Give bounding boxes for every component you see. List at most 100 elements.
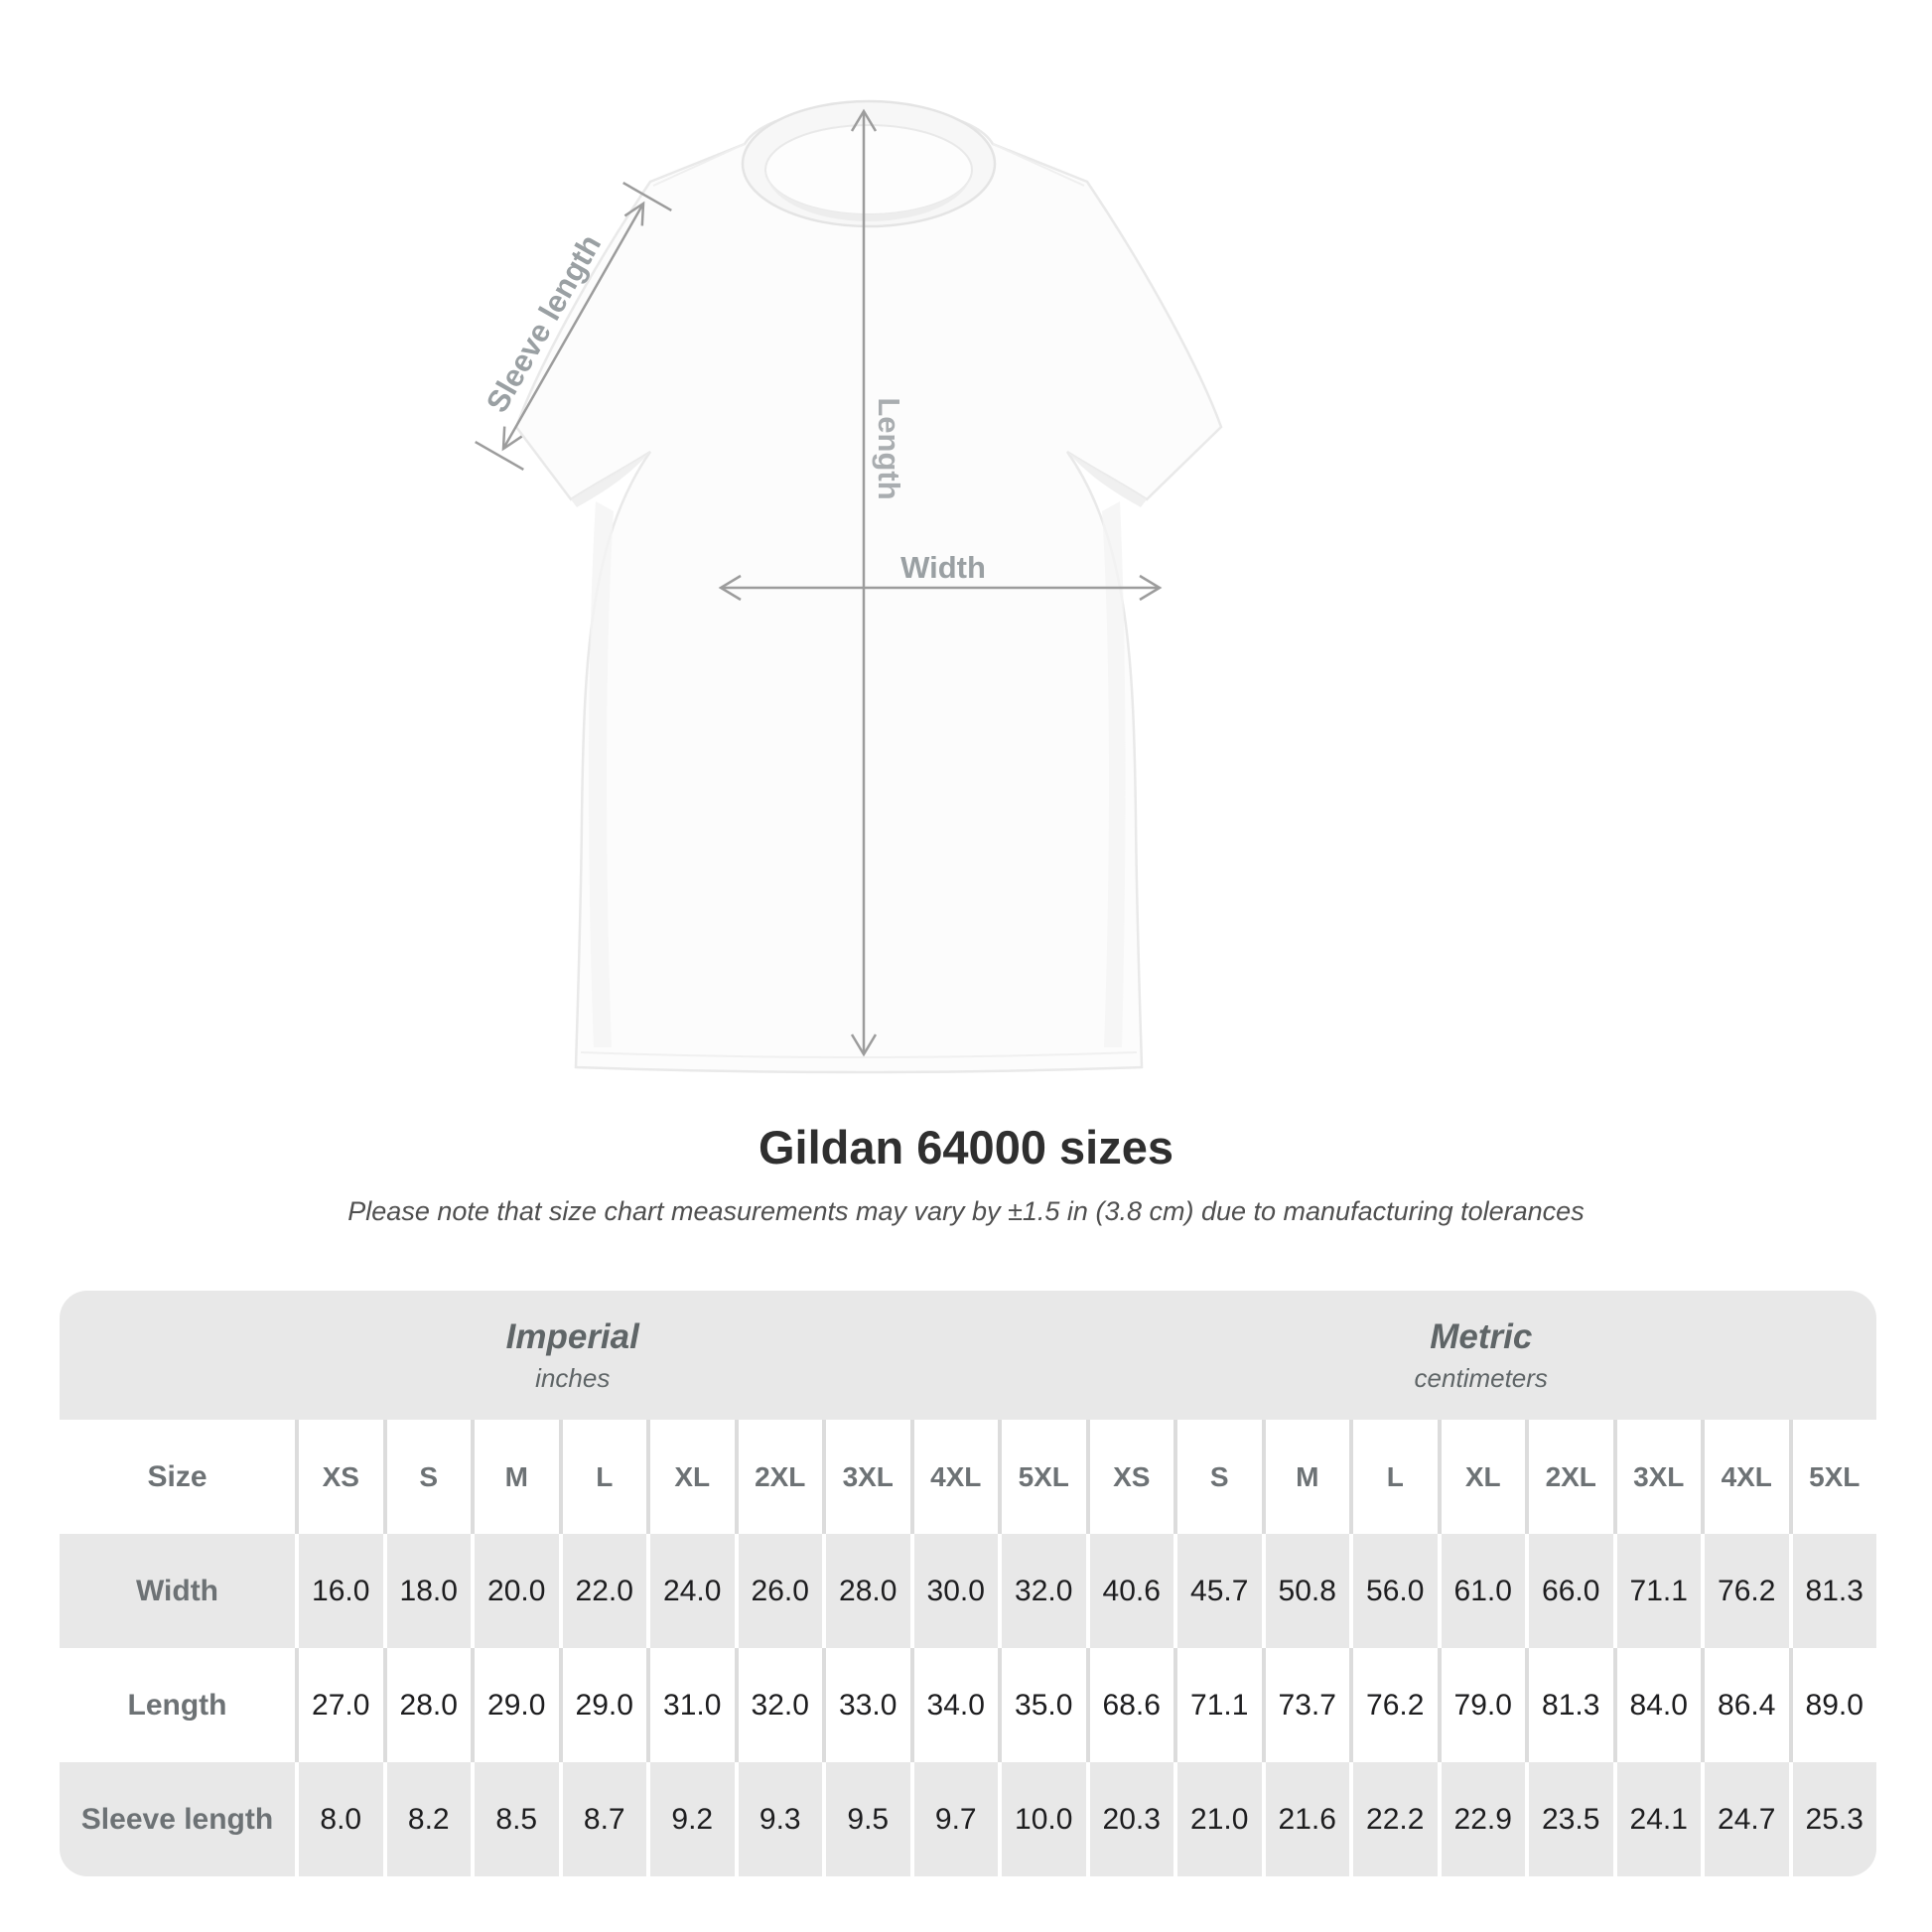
size-col-header: 2XL (1529, 1420, 1613, 1534)
measurement-value: 76.2 (1353, 1648, 1438, 1762)
table-row-width: Width 16.0 18.0 20.0 22.0 24.0 26.0 28.0… (60, 1534, 1876, 1648)
tshirt-diagram (437, 74, 1291, 1097)
measurement-value: 71.1 (1616, 1534, 1701, 1648)
measurement-value: 89.0 (1792, 1648, 1876, 1762)
width-label: Width (900, 550, 986, 585)
unit-header-metric: Metric centimeters (1086, 1291, 1877, 1420)
length-dimension-arrow (850, 108, 878, 1057)
measurement-value: 28.0 (386, 1648, 471, 1762)
measurement-value: 24.0 (650, 1534, 735, 1648)
measurement-value: 20.0 (475, 1534, 559, 1648)
measurement-value: 18.0 (386, 1534, 471, 1648)
measurement-value: 8.2 (386, 1762, 471, 1876)
size-col-header: M (475, 1420, 559, 1534)
tshirt-underarm-shadow-right (1067, 452, 1147, 507)
measurement-value: 10.0 (1002, 1762, 1086, 1876)
measurement-value: 9.3 (738, 1762, 822, 1876)
measurement-value: 9.7 (913, 1762, 998, 1876)
unit-sub-metric: centimeters (1414, 1362, 1548, 1393)
measurement-value: 30.0 (913, 1534, 998, 1648)
unit-name-imperial: Imperial (505, 1316, 639, 1356)
size-col-header: S (1177, 1420, 1262, 1534)
sleeve-length-dimension-arrow (475, 182, 672, 471)
tshirt-collar-inner (764, 124, 973, 215)
tshirt-underarm-shadow-left (571, 452, 650, 507)
measurement-value: 84.0 (1616, 1648, 1701, 1762)
unit-sub-imperial: inches (535, 1362, 611, 1393)
measurement-value: 8.5 (475, 1762, 559, 1876)
measurement-value: 31.0 (650, 1648, 735, 1762)
measurement-value: 79.0 (1441, 1648, 1525, 1762)
size-col-header: 2XL (738, 1420, 822, 1534)
measurement-value: 40.6 (1089, 1534, 1173, 1648)
size-col-header: 5XL (1792, 1420, 1876, 1534)
size-col-header: L (1353, 1420, 1438, 1534)
tshirt-collar-shadow (765, 170, 972, 221)
row-label: Width (60, 1534, 295, 1648)
row-label: Length (60, 1648, 295, 1762)
size-col-header: XL (650, 1420, 735, 1534)
measurement-value: 22.0 (562, 1534, 646, 1648)
table-row-length: Length 27.0 28.0 29.0 29.0 31.0 32.0 33.… (60, 1648, 1876, 1762)
size-row-label: Size (60, 1420, 295, 1534)
measurement-value: 29.0 (475, 1648, 559, 1762)
measurement-value: 21.0 (1177, 1762, 1262, 1876)
tshirt-image (475, 99, 1223, 1074)
measurement-value: 71.1 (1177, 1648, 1262, 1762)
size-col-header: XS (1089, 1420, 1173, 1534)
measurement-value: 81.3 (1792, 1534, 1876, 1648)
page-title: Gildan 64000 sizes (758, 1121, 1174, 1173)
measurement-value: 28.0 (826, 1534, 910, 1648)
size-header-row: Size XS S M L XL 2XL 3XL 4XL 5XL XS S M … (60, 1420, 1876, 1534)
row-label: Sleeve length (60, 1762, 295, 1876)
measurement-value: 81.3 (1529, 1648, 1613, 1762)
measurement-value: 9.5 (826, 1762, 910, 1876)
page-subtitle: Please note that size chart measurements… (347, 1196, 1585, 1226)
measurement-value: 34.0 (913, 1648, 998, 1762)
measurement-value: 21.6 (1265, 1762, 1349, 1876)
measurement-value: 56.0 (1353, 1534, 1438, 1648)
size-col-header: 5XL (1002, 1420, 1086, 1534)
tshirt-shading-right (1102, 501, 1126, 1047)
tshirt-shading-left (589, 501, 614, 1047)
size-col-header: S (386, 1420, 471, 1534)
measurement-value: 61.0 (1441, 1534, 1525, 1648)
measurement-value: 32.0 (738, 1648, 822, 1762)
measurement-value: 9.2 (650, 1762, 735, 1876)
size-table: Imperial inches Metric centimeters Size … (60, 1291, 1876, 1876)
size-col-header: XL (1441, 1420, 1525, 1534)
size-col-header: 4XL (913, 1420, 998, 1534)
measurement-value: 24.7 (1705, 1762, 1789, 1876)
tshirt-seam-left (652, 143, 746, 187)
measurement-value: 22.2 (1353, 1762, 1438, 1876)
unit-header-row: Imperial inches Metric centimeters (60, 1291, 1876, 1420)
measurement-value: 24.1 (1616, 1762, 1701, 1876)
measurement-value: 23.5 (1529, 1762, 1613, 1876)
size-col-header: 3XL (826, 1420, 910, 1534)
measurement-value: 32.0 (1002, 1534, 1086, 1648)
tshirt-seam-right (992, 143, 1085, 187)
measurement-value: 35.0 (1002, 1648, 1086, 1762)
measurement-value: 86.4 (1705, 1648, 1789, 1762)
unit-header-imperial: Imperial inches (60, 1291, 1086, 1420)
measurement-value: 8.0 (299, 1762, 383, 1876)
measurement-value: 16.0 (299, 1534, 383, 1648)
size-col-header: 3XL (1616, 1420, 1701, 1534)
measurement-value: 45.7 (1177, 1534, 1262, 1648)
measurement-value: 73.7 (1265, 1648, 1349, 1762)
measurement-value: 50.8 (1265, 1534, 1349, 1648)
width-dimension-arrow (718, 574, 1163, 602)
size-col-header: M (1265, 1420, 1349, 1534)
length-label: Length (872, 397, 906, 500)
unit-name-metric: Metric (1430, 1316, 1533, 1356)
measurement-value: 29.0 (562, 1648, 646, 1762)
measurement-value: 68.6 (1089, 1648, 1173, 1762)
measurement-value: 26.0 (738, 1534, 822, 1648)
measurement-value: 8.7 (562, 1762, 646, 1876)
size-col-header: L (562, 1420, 646, 1534)
measurement-value: 22.9 (1441, 1762, 1525, 1876)
measurement-value: 33.0 (826, 1648, 910, 1762)
measurement-value: 66.0 (1529, 1534, 1613, 1648)
measurement-value: 20.3 (1089, 1762, 1173, 1876)
